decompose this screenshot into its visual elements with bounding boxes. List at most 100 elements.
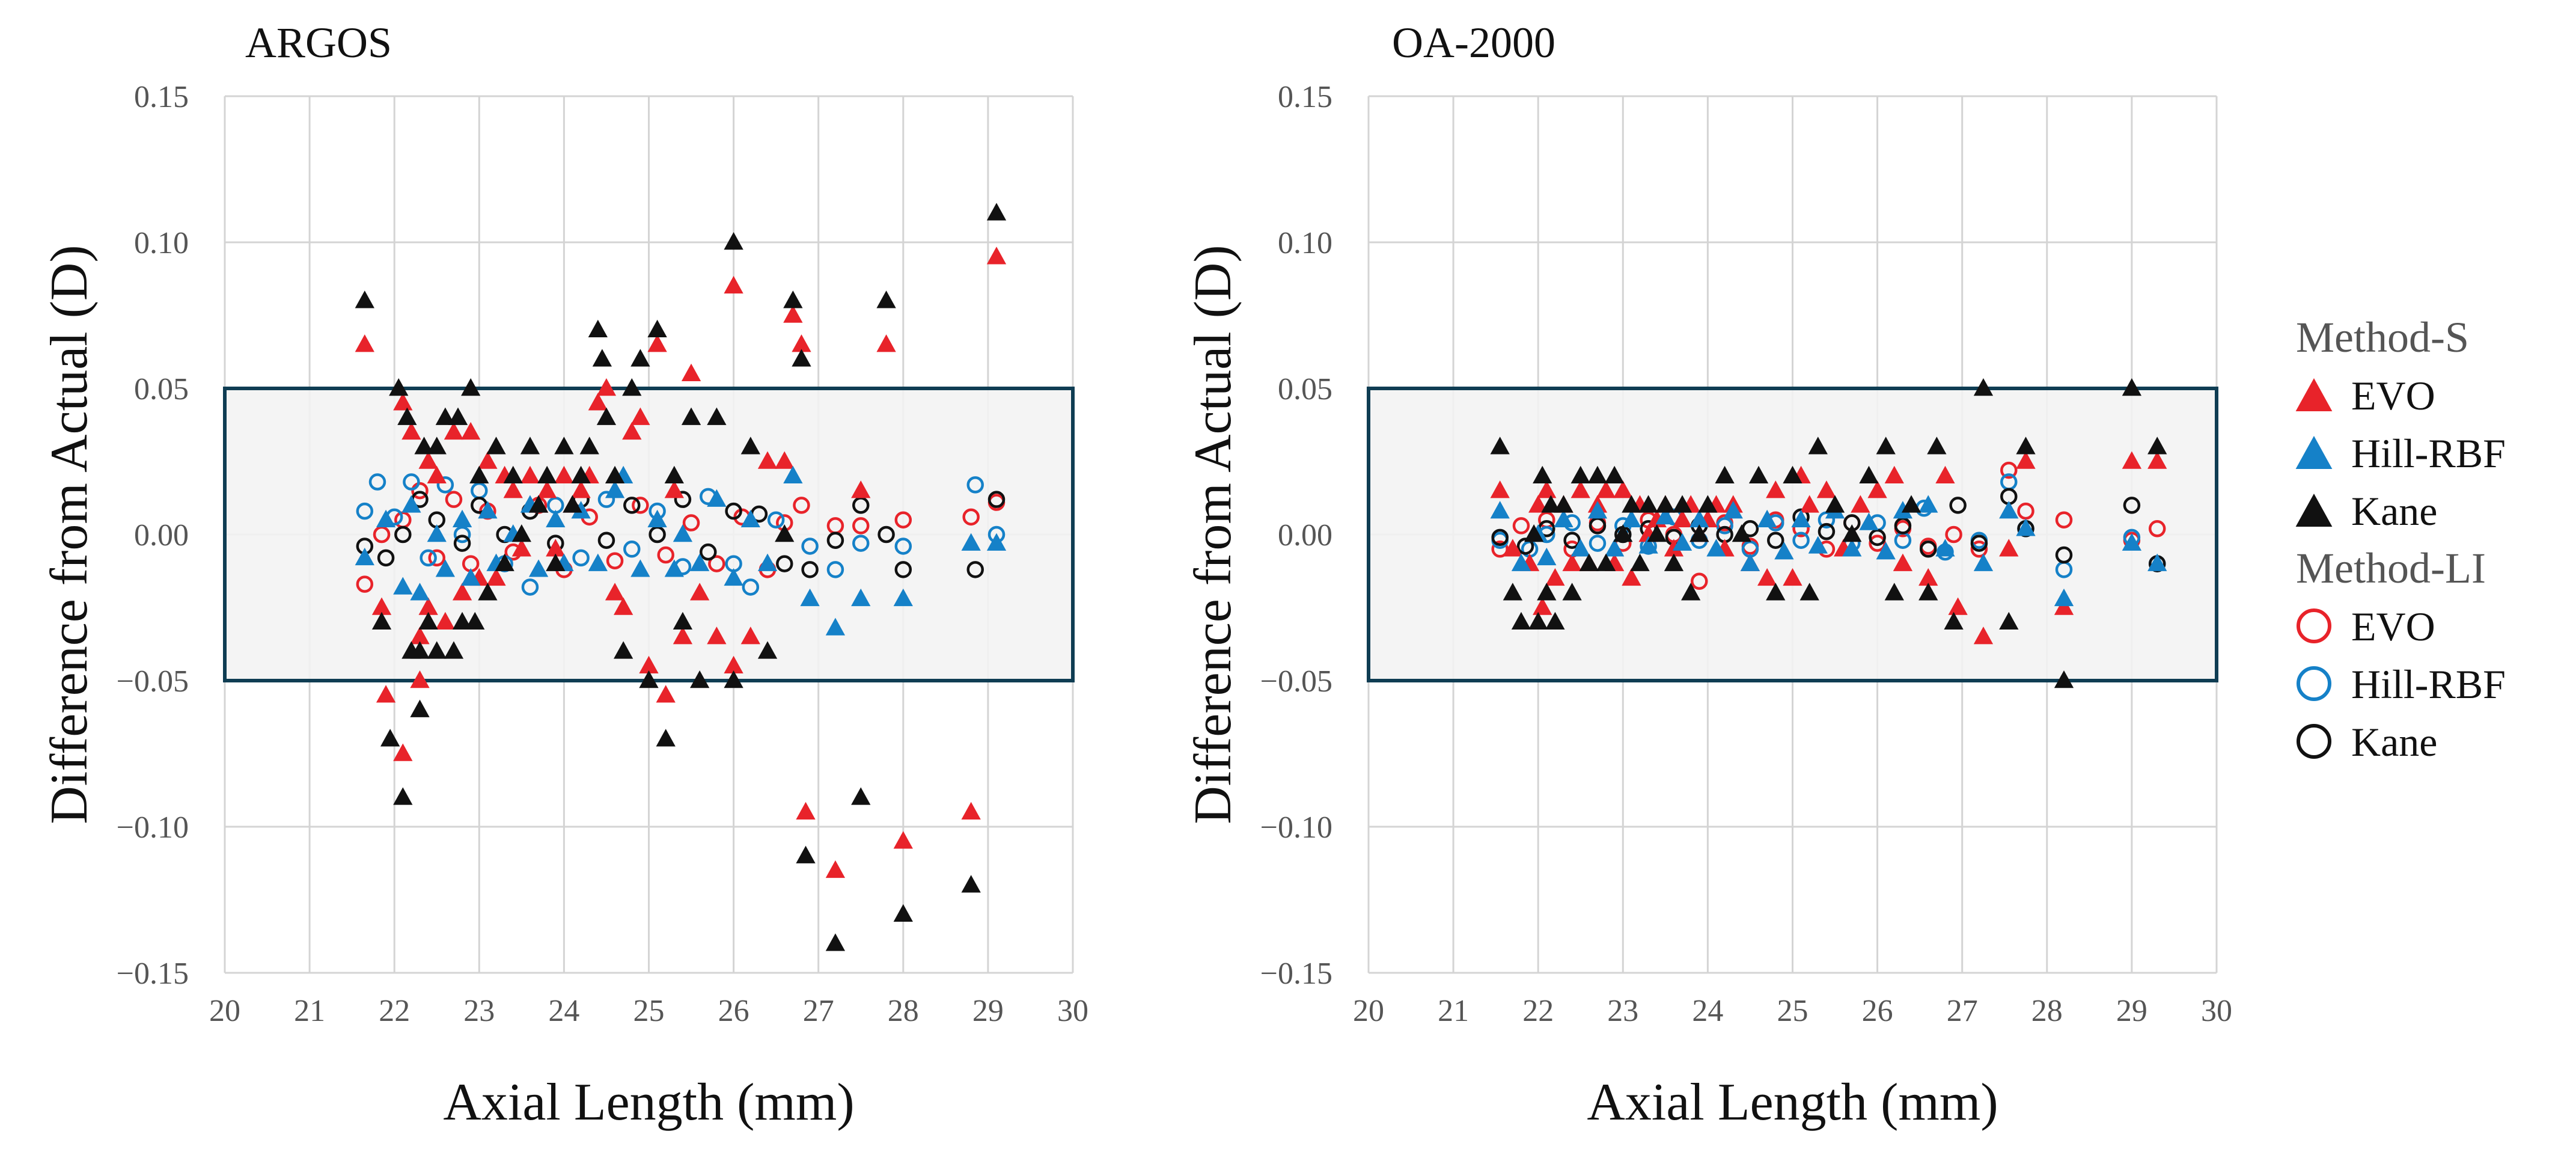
oa-2000-point-method-s-kane [2122, 378, 2142, 396]
oa-2000-point-method-s-kane [1973, 378, 1994, 396]
argos-point-method-s-kane [389, 378, 409, 396]
argos-point-method-s-hill-rbf [546, 509, 566, 527]
argos-point-method-li-hill-rbf [826, 561, 844, 578]
argos-point-method-s-hill-rbf [961, 533, 981, 551]
argos-x-tick-label: 30 [1057, 994, 1088, 1028]
argos-point-method-s-evo [393, 393, 413, 411]
oa-2000-point-method-s-hill-rbf [1655, 506, 1675, 525]
oa-2000-point-method-s-evo [1503, 539, 1523, 557]
argos-point-method-s-hill-rbf [376, 509, 396, 527]
argos-point-method-s-kane [796, 845, 816, 863]
legend-marker-triangle [2295, 378, 2333, 412]
argos-point-method-s-hill-rbf [800, 588, 820, 607]
oa-2000-point-method-s-kane [2054, 670, 2074, 688]
argos-y-tick-label: −0.10 [117, 810, 189, 845]
argos-point-method-li-hill-rbf [356, 502, 374, 520]
oa-2000-x-tick-label: 25 [1777, 994, 1808, 1028]
argos-point-method-s-kane [571, 465, 591, 484]
argos-point-method-li-kane [623, 497, 641, 514]
oa-2000-point-method-s-kane [1587, 465, 1608, 484]
argos-point-method-s-kane [961, 875, 981, 893]
oa-2000-point-method-s-hill-rbf [1791, 509, 1811, 527]
argos-point-method-s-evo [376, 685, 396, 703]
oa-2000-point-method-s-kane [1554, 495, 1573, 513]
oa-2000-point-method-s-hill-rbf [1490, 501, 1510, 519]
legend-item-label: Hill-RBF [2351, 430, 2506, 476]
oa-2000-point-method-s-hill-rbf [1740, 553, 1760, 571]
oa-2000-point-method-s-hill-rbf [1706, 539, 1726, 557]
argos-point-method-s-hill-rbf [851, 588, 871, 607]
argos-point-method-li-evo [894, 511, 912, 529]
argos-y-tick-label: 0.10 [134, 226, 189, 260]
oa-2000-point-method-s-kane [1927, 437, 1947, 455]
oa-2000-y-tick-label: −0.10 [1260, 810, 1332, 845]
argos-panel: 20 21 22 23 24 25 26 27 28 29 30 0.15 0.10 0.05 0.00 −0… [40, 19, 1088, 1132]
argos-point-method-li-evo [962, 508, 980, 526]
argos-point-method-li-hill-rbf [767, 511, 785, 529]
argos-point-method-s-kane [410, 641, 430, 659]
oa-2000-point-method-s-evo [1799, 495, 1819, 513]
argos-x-tick-label: 27 [803, 994, 834, 1028]
argos-point-method-li-evo [708, 555, 725, 572]
oa-2000-y-tick-label: 0.10 [1278, 226, 1332, 260]
argos-point-method-li-kane [377, 549, 395, 567]
argos-point-method-li-hill-rbf [852, 535, 870, 552]
oa-2000-point-method-li-hill-rbf [1792, 532, 1810, 549]
argos-point-method-s-kane [605, 465, 625, 484]
argos-point-method-s-evo [355, 334, 374, 352]
argos-point-method-s-evo [418, 451, 438, 469]
oa-2000-point-method-s-evo [1528, 495, 1548, 513]
oa-2000-x-tick-label: 27 [1947, 994, 1978, 1028]
oa-2000-point-method-s-kane [1799, 583, 1819, 601]
argos-point-method-s-kane [596, 407, 617, 425]
argos-point-method-li-kane [852, 497, 870, 514]
argos-point-method-li-hill-rbf [368, 473, 386, 491]
argos-point-method-s-evo [410, 670, 430, 688]
argos-point-method-s-hill-rbf [825, 617, 846, 636]
oa-2000-point-method-s-evo [2016, 451, 2036, 469]
argos-point-method-li-kane [649, 525, 666, 544]
argos-point-method-s-kane [486, 437, 506, 455]
argos-point-method-s-kane [563, 495, 582, 513]
argos-point-method-s-hill-rbf [740, 509, 760, 527]
oa-2000-point-method-li-kane [1589, 517, 1607, 535]
argos-point-method-li-evo [445, 491, 463, 508]
oa-2000-point-method-li-kane [1767, 532, 1784, 549]
argos-x-tick-label: 22 [379, 994, 410, 1028]
argos-point-method-s-evo [622, 421, 642, 440]
oa-2000-point-method-s-evo [1622, 568, 1641, 586]
argos-point-method-s-evo [554, 465, 574, 484]
argos-point-method-s-evo [571, 480, 591, 498]
oa-2000-x-tick-label: 26 [1862, 994, 1893, 1028]
oa-2000-point-method-s-kane [1783, 465, 1802, 484]
argos-point-method-s-evo [503, 480, 523, 498]
oa-2000-point-method-s-kane [1715, 465, 1735, 484]
argos-point-method-s-kane [554, 437, 574, 455]
oa-2000-point-method-s-kane [1999, 611, 2019, 630]
oa-2000-point-method-s-hill-rbf [1605, 539, 1625, 557]
oa-2000-x-tick-label: 30 [2201, 994, 2232, 1028]
argos-point-method-s-hill-rbf [673, 524, 693, 542]
oa-2000-x-tick-label: 21 [1438, 994, 1469, 1028]
argos-point-method-s-evo [588, 393, 608, 411]
argos-point-method-s-kane [740, 437, 760, 455]
oa-2000-point-method-s-kane [1647, 524, 1667, 542]
argos-point-method-s-evo [724, 655, 743, 673]
oa-2000-point-method-li-evo [1970, 541, 1988, 558]
argos-y-axis-label: Difference from Actual (D) [40, 245, 99, 824]
oa-2000-panel: 20 21 22 23 24 25 26 27 28 29 30 0.15 0.10 0.05 0.00 −0… [1184, 19, 2232, 1132]
oa-2000-point-method-s-kane [1622, 495, 1641, 513]
argos-point-method-s-evo [775, 451, 795, 469]
argos-point-method-li-hill-rbf [436, 476, 454, 494]
legend-marker-circle [2297, 724, 2331, 759]
argos-point-method-s-evo [511, 539, 531, 557]
oa-2000-point-method-s-kane [1570, 465, 1590, 484]
oa-2000-point-method-s-hill-rbf [1638, 536, 1658, 554]
argos-point-method-li-hill-rbf [572, 549, 590, 567]
argos-point-method-s-kane [724, 670, 743, 688]
argos-point-method-s-kane [537, 465, 557, 484]
oa-2000-x-tick-label: 20 [1353, 994, 1384, 1028]
argos-x-tick-label: 24 [548, 994, 579, 1028]
argos-point-method-s-evo [546, 539, 566, 557]
argos-point-method-s-hill-rbf [355, 547, 374, 566]
